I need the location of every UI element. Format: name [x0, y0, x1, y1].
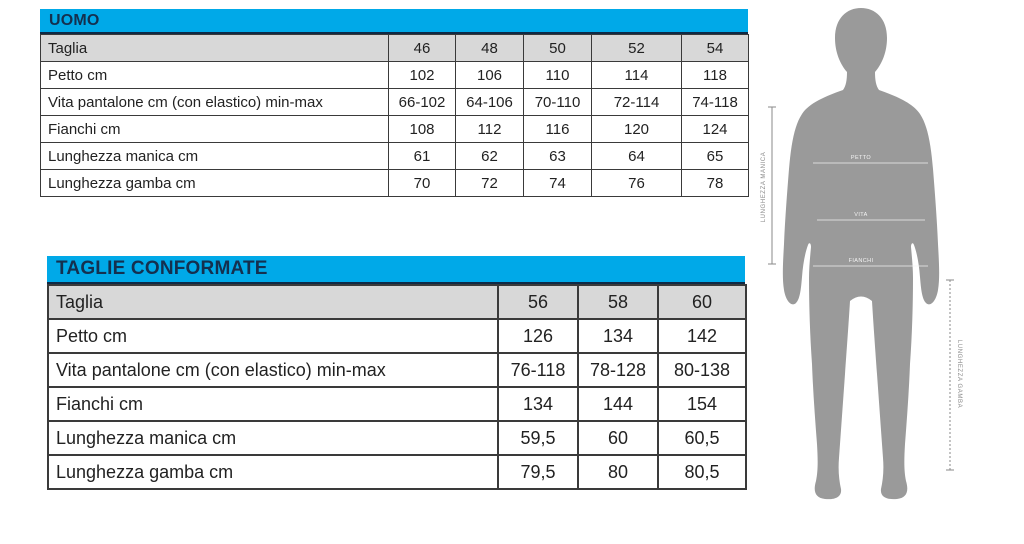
sleeve-length-label: LUNGHEZZA MANICA: [761, 152, 767, 223]
uomo-table-title: UOMO: [40, 9, 748, 34]
table-row-manica: Lunghezza manica cm 61 62 63 64 65: [40, 142, 749, 170]
size-cell: 60: [657, 284, 747, 320]
measurement-diagram-svg: PETTO VITA FIANCHI LUNGHEZZA MANICA LUNG…: [761, 8, 962, 500]
value-cell: 112: [455, 115, 524, 143]
table-row-vita: Vita pantalone cm (con elastico) min-max…: [40, 88, 749, 116]
value-cell: 74-118: [681, 88, 749, 116]
value-cell: 114: [591, 61, 682, 89]
row-label: Fianchi cm: [40, 115, 389, 143]
hips-label: FIANCHI: [849, 258, 874, 264]
row-label: Taglia: [40, 34, 389, 62]
table-row-petto: Petto cm 102 106 110 114 118: [40, 61, 749, 89]
value-cell: 70-110: [523, 88, 592, 116]
value-cell: 76: [591, 169, 682, 197]
row-label: Lunghezza manica cm: [40, 142, 389, 170]
row-label: Petto cm: [47, 318, 499, 354]
male-silhouette: [782, 8, 940, 500]
waist-label: VITA: [854, 212, 867, 218]
value-cell: 60,5: [657, 420, 747, 456]
row-label: Taglia: [47, 284, 499, 320]
uomo-table: Taglia 46 48 50 52 54 Petto cm 102 106 1…: [40, 34, 749, 197]
value-cell: 116: [523, 115, 592, 143]
size-cell: 50: [523, 34, 592, 62]
value-cell: 80-138: [657, 352, 747, 388]
value-cell: 154: [657, 386, 747, 422]
row-label: Vita pantalone cm (con elastico) min-max: [47, 352, 499, 388]
value-cell: 142: [657, 318, 747, 354]
size-cell: 58: [577, 284, 659, 320]
uomo-size-table: UOMO Taglia 46 48 50 52 54 Petto cm 102 …: [40, 9, 749, 197]
table-row-fianchi: Fianchi cm 108 112 116 120 124: [40, 115, 749, 143]
taglie-conformate-table: Taglia 56 58 60 Petto cm 126 134 142 Vit…: [47, 284, 747, 490]
size-cell: 46: [388, 34, 456, 62]
row-label: Lunghezza manica cm: [47, 420, 499, 456]
leg-length-label: LUNGHEZZA GAMBA: [956, 340, 962, 408]
value-cell: 118: [681, 61, 749, 89]
row-label: Fianchi cm: [47, 386, 499, 422]
value-cell: 79,5: [497, 454, 579, 490]
value-cell: 64-106: [455, 88, 524, 116]
chest-label: PETTO: [851, 155, 872, 161]
value-cell: 59,5: [497, 420, 579, 456]
value-cell: 65: [681, 142, 749, 170]
value-cell: 72: [455, 169, 524, 197]
value-cell: 61: [388, 142, 456, 170]
value-cell: 120: [591, 115, 682, 143]
table-row-taglia: Taglia 56 58 60: [47, 284, 747, 320]
size-cell: 48: [455, 34, 524, 62]
value-cell: 66-102: [388, 88, 456, 116]
row-label: Lunghezza gamba cm: [40, 169, 389, 197]
value-cell: 134: [577, 318, 659, 354]
taglie-conformate-table-title: TAGLIE CONFORMATE: [47, 256, 745, 284]
body-measurement-diagram: PETTO VITA FIANCHI LUNGHEZZA MANICA LUNG…: [755, 5, 965, 520]
value-cell: 144: [577, 386, 659, 422]
size-cell: 54: [681, 34, 749, 62]
value-cell: 102: [388, 61, 456, 89]
value-cell: 64: [591, 142, 682, 170]
value-cell: 110: [523, 61, 592, 89]
row-label: Lunghezza gamba cm: [47, 454, 499, 490]
value-cell: 126: [497, 318, 579, 354]
value-cell: 72-114: [591, 88, 682, 116]
table-row-manica: Lunghezza manica cm 59,5 60 60,5: [47, 420, 747, 456]
row-label: Vita pantalone cm (con elastico) min-max: [40, 88, 389, 116]
table-row-gamba: Lunghezza gamba cm 70 72 74 76 78: [40, 169, 749, 197]
value-cell: 63: [523, 142, 592, 170]
row-label: Petto cm: [40, 61, 389, 89]
table-row-taglia: Taglia 46 48 50 52 54: [40, 34, 749, 62]
value-cell: 108: [388, 115, 456, 143]
value-cell: 134: [497, 386, 579, 422]
table-row-fianchi: Fianchi cm 134 144 154: [47, 386, 747, 422]
value-cell: 74: [523, 169, 592, 197]
table-row-gamba: Lunghezza gamba cm 79,5 80 80,5: [47, 454, 747, 490]
value-cell: 76-118: [497, 352, 579, 388]
value-cell: 80,5: [657, 454, 747, 490]
taglie-conformate-size-table: TAGLIE CONFORMATE Taglia 56 58 60 Petto …: [47, 256, 747, 490]
value-cell: 124: [681, 115, 749, 143]
value-cell: 106: [455, 61, 524, 89]
value-cell: 80: [577, 454, 659, 490]
table-row-petto: Petto cm 126 134 142: [47, 318, 747, 354]
value-cell: 60: [577, 420, 659, 456]
value-cell: 78: [681, 169, 749, 197]
value-cell: 78-128: [577, 352, 659, 388]
table-row-vita: Vita pantalone cm (con elastico) min-max…: [47, 352, 747, 388]
value-cell: 70: [388, 169, 456, 197]
size-cell: 56: [497, 284, 579, 320]
value-cell: 62: [455, 142, 524, 170]
size-cell: 52: [591, 34, 682, 62]
